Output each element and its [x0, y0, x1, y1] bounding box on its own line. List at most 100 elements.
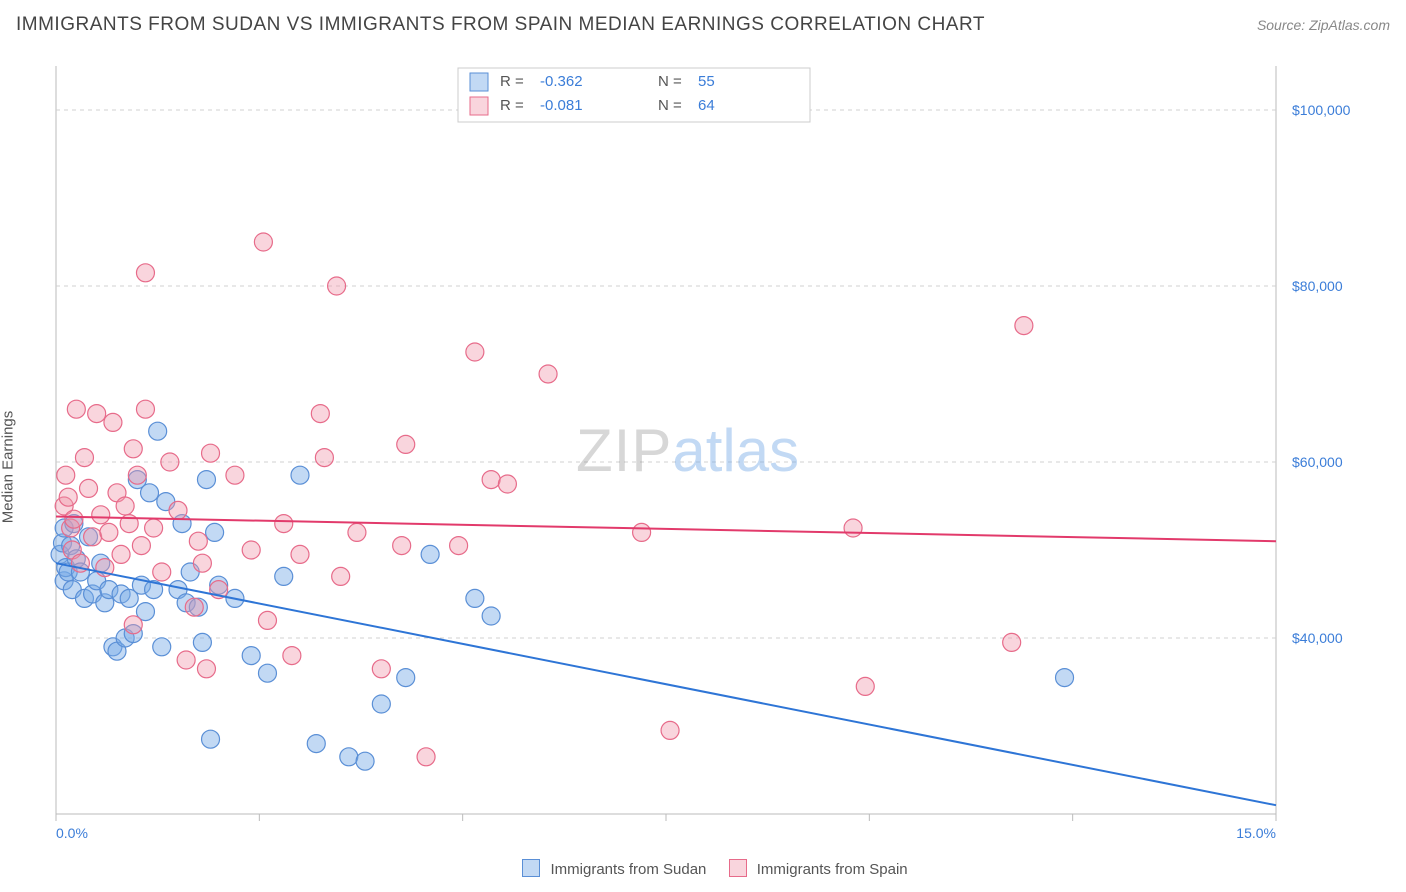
svg-text:R =: R =	[500, 97, 524, 114]
svg-text:$40,000: $40,000	[1292, 630, 1343, 646]
data-point	[153, 563, 171, 581]
header: IMMIGRANTS FROM SUDAN VS IMMIGRANTS FROM…	[16, 14, 1390, 36]
data-point	[356, 752, 374, 770]
data-point	[283, 647, 301, 665]
data-point	[124, 440, 142, 458]
data-point	[340, 748, 358, 766]
data-point	[88, 405, 106, 423]
data-point	[328, 277, 346, 295]
data-point	[80, 479, 98, 497]
data-point	[482, 607, 500, 625]
data-point	[332, 567, 350, 585]
data-point	[67, 400, 85, 418]
data-point	[185, 598, 203, 616]
data-point	[65, 510, 83, 528]
data-point	[116, 497, 134, 515]
data-point	[844, 519, 862, 537]
legend-swatch-sudan	[522, 859, 540, 877]
legend-swatch-spain	[729, 859, 747, 877]
legend-label-spain: Immigrants from Spain	[757, 861, 908, 878]
regression-line	[56, 517, 1276, 542]
data-point	[291, 466, 309, 484]
data-point	[421, 545, 439, 563]
data-point	[417, 748, 435, 766]
data-point	[169, 501, 187, 519]
data-point	[149, 422, 167, 440]
data-point	[372, 660, 390, 678]
data-point	[128, 466, 146, 484]
chart-area: Median Earnings $40,000$60,000$80,000$10…	[16, 56, 1396, 878]
data-point	[202, 444, 220, 462]
data-point	[197, 471, 215, 489]
svg-text:-0.081: -0.081	[540, 97, 583, 114]
data-point	[258, 611, 276, 629]
data-point	[466, 589, 484, 607]
data-point	[466, 343, 484, 361]
data-point	[307, 735, 325, 753]
data-point	[291, 545, 309, 563]
svg-text:-0.362: -0.362	[540, 73, 583, 90]
data-point	[161, 453, 179, 471]
data-point	[1056, 669, 1074, 687]
data-point	[206, 523, 224, 541]
data-point	[633, 523, 651, 541]
data-point	[193, 633, 211, 651]
svg-text:N =: N =	[658, 97, 682, 114]
data-point	[132, 537, 150, 555]
data-point	[57, 466, 75, 484]
regression-line	[56, 563, 1276, 805]
data-point	[100, 523, 118, 541]
data-point	[258, 664, 276, 682]
data-point	[397, 669, 415, 687]
svg-text:0.0%: 0.0%	[56, 825, 88, 841]
data-point	[136, 400, 154, 418]
data-point	[202, 730, 220, 748]
data-point	[348, 523, 366, 541]
svg-text:15.0%: 15.0%	[1236, 825, 1276, 841]
svg-text:64: 64	[698, 97, 715, 114]
data-point	[92, 506, 110, 524]
data-point	[856, 677, 874, 695]
source-prefix: Source:	[1257, 17, 1309, 33]
data-point	[226, 466, 244, 484]
data-point	[661, 721, 679, 739]
svg-text:$100,000: $100,000	[1292, 102, 1351, 118]
data-point	[242, 647, 260, 665]
data-point	[193, 554, 211, 572]
data-point	[482, 471, 500, 489]
svg-text:$60,000: $60,000	[1292, 454, 1343, 470]
y-axis-label: Median Earnings	[0, 411, 17, 524]
data-point	[75, 449, 93, 467]
svg-text:$80,000: $80,000	[1292, 278, 1343, 294]
bottom-legend: Immigrants from Sudan Immigrants from Sp…	[16, 859, 1396, 878]
data-point	[450, 537, 468, 555]
data-point	[189, 532, 207, 550]
source-name: ZipAtlas.com	[1309, 17, 1390, 33]
data-point	[1003, 633, 1021, 651]
data-point	[254, 233, 272, 251]
data-point	[275, 515, 293, 533]
svg-text:N =: N =	[658, 73, 682, 90]
data-point	[136, 264, 154, 282]
data-point	[84, 528, 102, 546]
scatter-chart: $40,000 $60,000 $80,000 $100,000 0.0% 15.0% R …	[16, 56, 1366, 846]
data-point	[59, 488, 77, 506]
data-point	[498, 475, 516, 493]
data-point	[1015, 317, 1033, 335]
data-point	[315, 449, 333, 467]
data-point	[141, 484, 159, 502]
data-point	[311, 405, 329, 423]
legend-label-sudan: Immigrants from Sudan	[551, 861, 707, 878]
data-point	[104, 413, 122, 431]
data-point	[393, 537, 411, 555]
data-point	[539, 365, 557, 383]
data-point	[197, 660, 215, 678]
data-point	[177, 651, 195, 669]
data-point	[145, 519, 163, 537]
svg-text:R =: R =	[500, 73, 524, 90]
data-point	[397, 435, 415, 453]
data-point	[153, 638, 171, 656]
data-point	[275, 567, 293, 585]
chart-title: IMMIGRANTS FROM SUDAN VS IMMIGRANTS FROM…	[16, 14, 985, 36]
data-point	[112, 545, 130, 563]
